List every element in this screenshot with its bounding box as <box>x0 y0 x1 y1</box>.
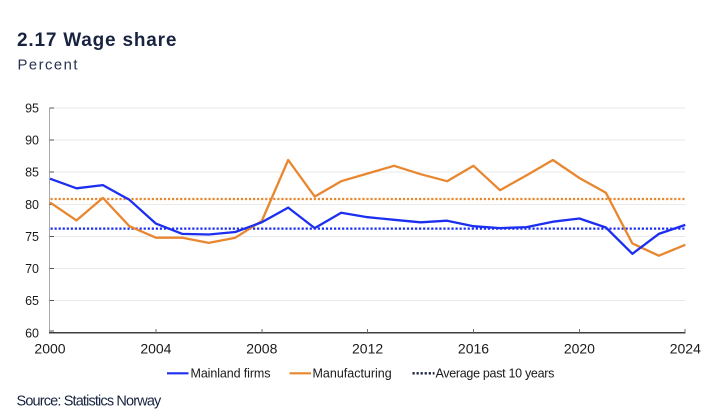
svg-text:75: 75 <box>25 230 39 244</box>
svg-text:2020: 2020 <box>564 341 595 357</box>
svg-text:Mainland firms: Mainland firms <box>191 367 271 381</box>
svg-text:80: 80 <box>25 198 39 212</box>
svg-text:Manufacturing: Manufacturing <box>313 367 392 381</box>
svg-text:2008: 2008 <box>246 341 277 357</box>
svg-text:65: 65 <box>25 294 39 308</box>
svg-text:60: 60 <box>25 326 39 340</box>
svg-text:2024: 2024 <box>670 341 701 357</box>
svg-text:95: 95 <box>25 102 39 116</box>
svg-text:Percent: Percent <box>18 58 80 74</box>
svg-text:Source: Statistics Norway: Source: Statistics Norway <box>17 394 163 410</box>
svg-text:85: 85 <box>25 166 39 180</box>
svg-text:90: 90 <box>25 134 39 148</box>
svg-text:2.17 Wage share: 2.17 Wage share <box>17 30 177 51</box>
svg-text:2016: 2016 <box>458 341 489 357</box>
svg-text:2012: 2012 <box>352 341 383 357</box>
svg-text:2004: 2004 <box>140 341 171 357</box>
svg-text:2000: 2000 <box>34 341 65 357</box>
svg-text:Average past 10 years: Average past 10 years <box>436 367 555 381</box>
svg-text:70: 70 <box>25 262 39 276</box>
